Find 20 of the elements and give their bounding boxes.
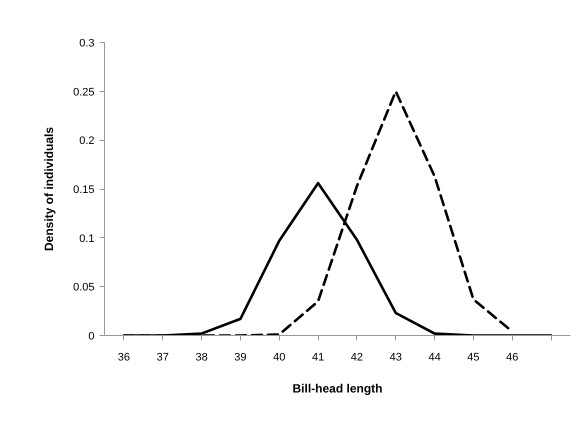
x-tick-label: 43	[390, 352, 402, 364]
x-tick-label: 44	[428, 352, 441, 364]
y-tick-label: 0.2	[79, 135, 95, 148]
x-tick-label: 36	[118, 352, 130, 364]
x-tick-label: 39	[234, 352, 247, 364]
x-tick-label: 42	[350, 352, 364, 364]
y-tick-label: 0	[88, 330, 95, 342]
y-tick-label: 0.1	[79, 232, 95, 245]
x-tick-label: 41	[312, 352, 324, 364]
y-tick-label: 0.25	[73, 86, 95, 98]
x-tick-label: 38	[195, 352, 208, 364]
y-axis-title: Density of individuals	[42, 126, 56, 252]
x-tick-label: 46	[506, 352, 518, 364]
y-tick-label: 0.05	[73, 282, 95, 294]
y-tick-label: 0.3	[79, 38, 95, 50]
x-axis-title: Bill-head length	[292, 382, 382, 396]
x-tick-label: 45	[467, 352, 480, 364]
x-tick-label: 40	[273, 352, 286, 364]
y-tick-label: 0.15	[73, 184, 95, 196]
x-tick-label: 37	[156, 352, 169, 364]
